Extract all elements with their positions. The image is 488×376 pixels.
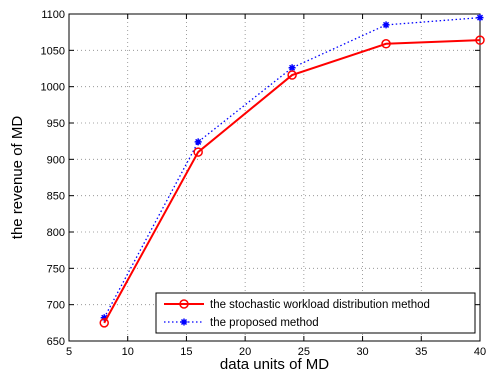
data-point-series-2 — [476, 14, 484, 22]
data-point-series-2 — [194, 138, 202, 146]
data-point-series-1 — [99, 318, 109, 328]
series-line-2 — [103, 16, 481, 319]
y-axis-label: the revenue of MD — [9, 116, 26, 240]
data-point-series-1 — [381, 39, 391, 49]
x-tick-label: 25 — [298, 346, 310, 358]
data-point-series-1 — [475, 35, 485, 45]
y-tick-label: 750 — [47, 263, 65, 275]
legend-swatch-marker — [180, 318, 188, 326]
data-point-series-1 — [193, 147, 203, 157]
x-tick-label: 35 — [415, 346, 427, 358]
data-point-series-1 — [287, 70, 297, 80]
y-tick-label: 800 — [47, 227, 65, 239]
series-line-1 — [103, 39, 481, 324]
x-tick-label: 40 — [474, 346, 486, 358]
y-tick-label: 900 — [47, 154, 65, 166]
x-tick-label: 20 — [239, 346, 251, 358]
y-tick-label: 950 — [47, 118, 65, 130]
legend-label: the proposed method — [210, 317, 319, 329]
y-tick-label: 650 — [47, 336, 65, 348]
x-tick-label: 30 — [356, 346, 368, 358]
x-axis-label: data units of MD — [220, 356, 329, 373]
x-tick-label: 10 — [122, 346, 134, 358]
y-tick-label: 1000 — [41, 82, 65, 94]
legend-swatch-marker — [179, 299, 189, 309]
data-point-series-2 — [100, 314, 108, 322]
y-tick-label: 1100 — [41, 9, 65, 21]
y-tick-label: 850 — [47, 191, 65, 203]
x-tick-label: 15 — [180, 346, 192, 358]
axis-ticks: 5 10 15 20 25 30 35 40 650 700 750 800 850 900 950 1000… — [41, 9, 487, 358]
data-point-series-2 — [382, 21, 390, 29]
data-point-series-2 — [288, 64, 296, 72]
series-layer — [99, 14, 485, 328]
plot-area-frame — [68, 13, 481, 342]
grid-lines — [69, 14, 480, 341]
y-tick-label: 1050 — [41, 45, 65, 57]
y-tick-label: 700 — [47, 300, 65, 312]
legend: the stochastic workload distribution met… — [155, 292, 476, 334]
legend-box — [155, 292, 476, 334]
legend-label: the stochastic workload distribution met… — [210, 299, 430, 311]
legend-items: the stochastic workload distribution met… — [164, 299, 430, 329]
x-tick-label: 5 — [66, 346, 72, 358]
